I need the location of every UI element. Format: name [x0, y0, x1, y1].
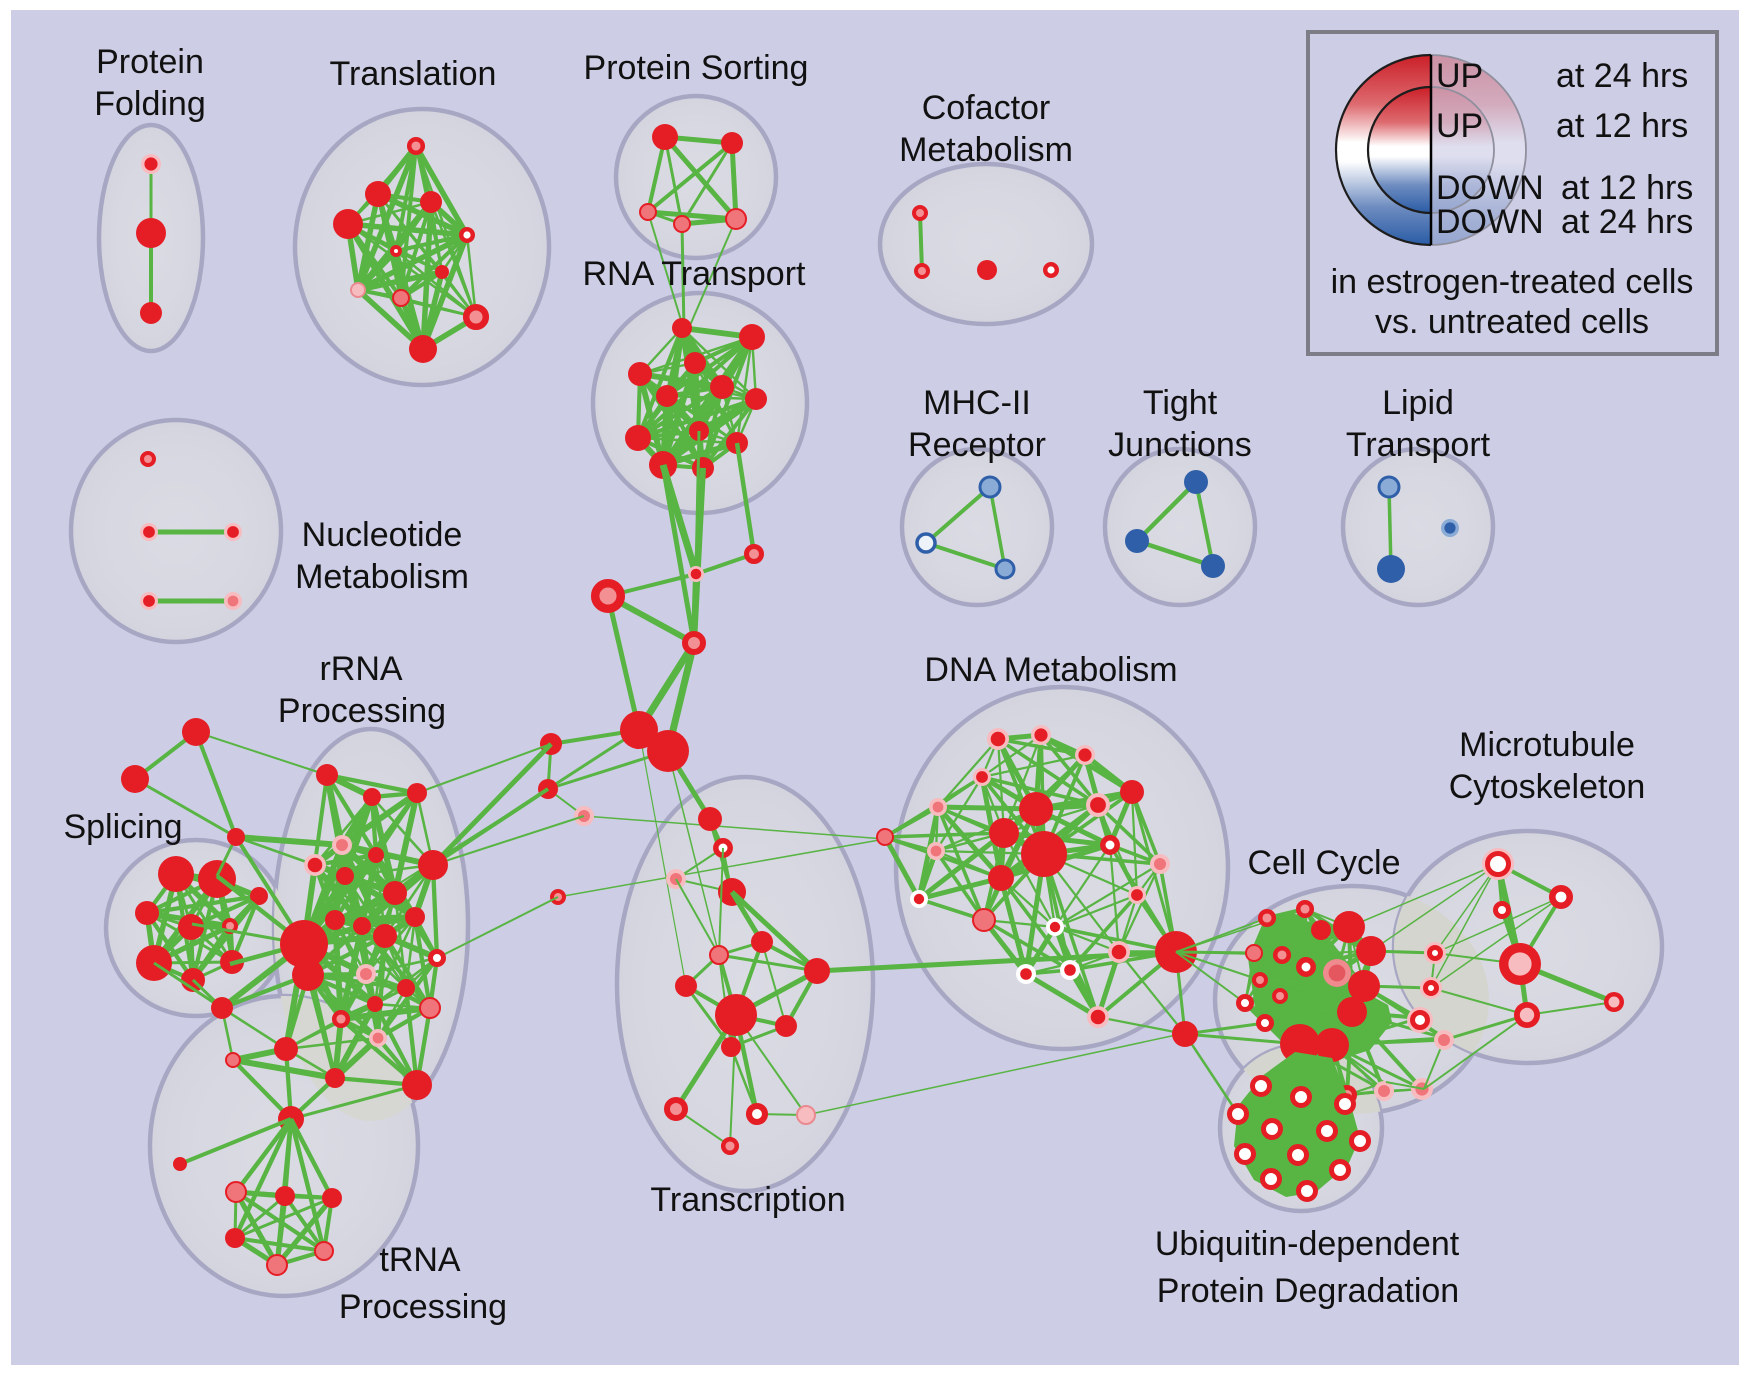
svg-text:at 24 hrs: at 24 hrs	[1561, 203, 1693, 241]
svg-text:Cytoskeleton: Cytoskeleton	[1449, 768, 1646, 806]
svg-text:Receptor: Receptor	[908, 426, 1046, 464]
svg-text:Cell Cycle: Cell Cycle	[1247, 844, 1400, 882]
svg-text:at 24 hrs: at 24 hrs	[1556, 57, 1688, 95]
svg-text:Folding: Folding	[94, 85, 206, 123]
svg-text:Protein Degradation: Protein Degradation	[1157, 1272, 1459, 1310]
svg-text:Cofactor: Cofactor	[922, 89, 1051, 127]
svg-text:Translation: Translation	[330, 55, 497, 93]
svg-text:Metabolism: Metabolism	[295, 558, 469, 596]
svg-text:Metabolism: Metabolism	[899, 131, 1073, 169]
svg-text:Splicing: Splicing	[63, 808, 182, 846]
svg-text:UP: UP	[1436, 107, 1483, 145]
svg-text:DNA Metabolism: DNA Metabolism	[924, 651, 1177, 689]
svg-text:Protein Sorting: Protein Sorting	[584, 49, 809, 87]
svg-text:Tight: Tight	[1143, 384, 1218, 422]
svg-text:MHC-II: MHC-II	[923, 384, 1031, 422]
svg-text:UP: UP	[1436, 57, 1483, 95]
svg-text:Junctions: Junctions	[1108, 426, 1252, 464]
svg-text:DOWN: DOWN	[1436, 203, 1544, 241]
svg-text:DOWN: DOWN	[1436, 169, 1544, 207]
svg-text:Ubiquitin-dependent: Ubiquitin-dependent	[1155, 1225, 1460, 1263]
svg-text:in estrogen-treated cells: in estrogen-treated cells	[1331, 263, 1694, 301]
svg-text:RNA Transport: RNA Transport	[583, 255, 807, 293]
svg-text:Protein: Protein	[96, 43, 204, 81]
svg-text:vs. untreated cells: vs. untreated cells	[1375, 303, 1649, 341]
svg-text:Processing: Processing	[339, 1288, 507, 1326]
svg-text:rRNA: rRNA	[319, 650, 402, 688]
svg-text:Transport: Transport	[1346, 426, 1491, 464]
svg-text:tRNA: tRNA	[379, 1241, 461, 1279]
svg-text:Microtubule: Microtubule	[1459, 726, 1635, 764]
svg-text:Transcription: Transcription	[650, 1181, 845, 1219]
svg-text:at 12 hrs: at 12 hrs	[1556, 107, 1688, 145]
svg-text:Nucleotide: Nucleotide	[302, 516, 463, 554]
svg-text:Processing: Processing	[278, 692, 446, 730]
svg-text:at 12 hrs: at 12 hrs	[1561, 169, 1693, 207]
svg-text:Lipid: Lipid	[1382, 384, 1454, 422]
